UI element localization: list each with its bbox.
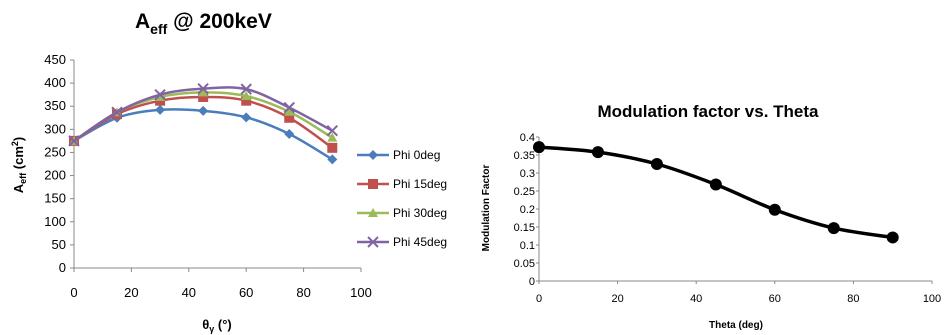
chart1-y-axis-label: Aeff (cm2) bbox=[10, 137, 28, 193]
chart1-data-point bbox=[155, 91, 166, 101]
chart2-y-tick-label: 0.3 bbox=[520, 168, 535, 180]
chart1-data-point bbox=[283, 101, 295, 114]
chart1-legend-marker bbox=[368, 179, 378, 189]
chart1-data-point bbox=[198, 91, 209, 102]
chart2-y-tick-label: 0.15 bbox=[514, 222, 535, 234]
chart1-data-point bbox=[154, 88, 166, 101]
chart1-x-tick-label: 80 bbox=[296, 285, 310, 300]
chart1-y-tick-label: 450 bbox=[44, 52, 66, 67]
chart1-data-point bbox=[240, 83, 252, 95]
chart1-data-point bbox=[241, 112, 252, 123]
chart1-data-point bbox=[241, 91, 252, 101]
chart1-data-point bbox=[327, 154, 338, 165]
chart2-x-tick-label: 20 bbox=[611, 293, 623, 305]
chart2-data-point bbox=[827, 222, 840, 235]
chart1-data-point bbox=[111, 106, 123, 118]
chart1-legend-label: Phi 30deg bbox=[393, 206, 447, 220]
chart1-data-point bbox=[68, 135, 80, 147]
chart2-data-point bbox=[709, 178, 722, 191]
chart1-data-point bbox=[197, 82, 209, 95]
chart1-data-point bbox=[284, 128, 295, 139]
chart2-data-point bbox=[650, 158, 663, 170]
chart1-y-tick-label: 0 bbox=[59, 260, 66, 275]
chart2-y-axis-label: Modulation Factor bbox=[481, 165, 492, 252]
chart1-data-point bbox=[327, 142, 338, 153]
chart1-x-tick-label: 0 bbox=[70, 285, 77, 300]
chart2-y-tick-label: 0.2 bbox=[520, 204, 535, 216]
chart1-legend-label: Phi 15deg bbox=[393, 177, 447, 191]
chart1-y-tick-label: 300 bbox=[44, 121, 66, 136]
chart1-legend-marker bbox=[367, 236, 379, 248]
chart2-x-tick-label: 60 bbox=[769, 293, 781, 305]
chart2-x-tick-label: 40 bbox=[690, 293, 702, 305]
chart2-x-tick-label: 80 bbox=[847, 293, 859, 305]
chart1-y-tick-label: 100 bbox=[44, 214, 66, 229]
chart1-x-tick-label: 20 bbox=[124, 285, 138, 300]
chart2-series-line-0 bbox=[538, 145, 893, 240]
chart2-x-tick-label: 100 bbox=[923, 293, 941, 305]
chart1-legend-label: Phi 45deg bbox=[393, 235, 447, 249]
chart1-title: Aeff @ 200keV bbox=[135, 10, 272, 37]
chart1-data-point bbox=[326, 125, 339, 137]
chart1-x-tick-label: 60 bbox=[239, 285, 253, 300]
chart2-data-point bbox=[768, 203, 781, 216]
chart1-x-tick-label: 100 bbox=[350, 285, 372, 300]
chart1-y-tick-label: 200 bbox=[44, 168, 66, 183]
chart1-y-tick-label: 50 bbox=[52, 237, 66, 252]
chart2-data-point bbox=[886, 231, 899, 244]
chart2-data-point bbox=[591, 146, 604, 159]
chart2-x-axis-label: Theta (deg) bbox=[709, 320, 763, 331]
chart1-legend-label: Phi 0deg bbox=[393, 148, 440, 162]
chart1-data-point bbox=[198, 87, 209, 97]
chart1-y-tick-label: 400 bbox=[44, 75, 66, 90]
chart1-y-tick-label: 150 bbox=[44, 191, 66, 206]
chart1-data-point bbox=[198, 105, 209, 116]
chart1-data-point bbox=[155, 104, 166, 115]
chart1-x-axis-label: θγ (°) bbox=[202, 317, 232, 334]
chart2-x-tick-label: 0 bbox=[536, 293, 542, 305]
chart1-y-tick-label: 350 bbox=[44, 98, 66, 113]
effective-area-chart: Aeff @ 200keV Aeff (cm2) θγ (°) 0 50 100 15… bbox=[10, 10, 447, 334]
chart1-x-tick-label: 40 bbox=[182, 285, 196, 300]
chart2-y-tick-label: 0 bbox=[529, 276, 535, 288]
chart2-y-tick-label: 0.35 bbox=[514, 150, 535, 162]
chart2-y-tick-label: 0.4 bbox=[520, 132, 535, 144]
chart2-title: Modulation factor vs. Theta bbox=[597, 102, 819, 121]
chart1-legend-marker bbox=[368, 208, 378, 217]
chart1-y-tick-label: 250 bbox=[44, 144, 66, 159]
chart1-data-point bbox=[241, 95, 252, 106]
chart2-data-point bbox=[533, 141, 545, 154]
chart2-y-tick-label: 0.1 bbox=[520, 240, 535, 252]
chart1-legend-marker bbox=[368, 150, 378, 160]
chart1-data-point bbox=[284, 106, 295, 116]
chart1-data-point bbox=[327, 132, 338, 142]
chart1-data-point bbox=[284, 112, 295, 123]
chart2-y-tick-label: 0.05 bbox=[514, 258, 535, 270]
chart2-y-tick-label: 0.25 bbox=[514, 186, 535, 198]
modulation-factor-chart: Modulation factor vs. Theta Modulation F… bbox=[481, 102, 941, 331]
